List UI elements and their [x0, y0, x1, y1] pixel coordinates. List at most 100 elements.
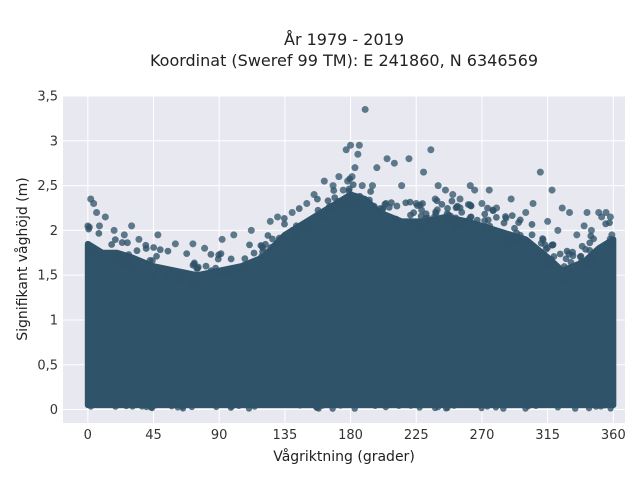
edge-point — [124, 255, 132, 263]
edge-point — [466, 201, 474, 209]
edge-point — [479, 229, 486, 237]
edge-point — [229, 400, 236, 408]
edge-point — [451, 224, 459, 232]
edge-point — [165, 275, 173, 283]
edge-point — [213, 403, 220, 411]
y-axis-label: Signifikant våghöjd (m) — [14, 177, 31, 340]
edge-point — [224, 269, 232, 277]
edge-point — [259, 244, 267, 252]
edge-point — [433, 206, 441, 214]
edge-point — [129, 264, 136, 272]
chart-subtitle: Koordinat (Sweref 99 TM): E 241860, N 63… — [150, 51, 538, 70]
edge-point — [370, 202, 378, 210]
edge-point — [309, 215, 317, 223]
chart-title: År 1979 - 2019 — [284, 30, 404, 49]
edge-point — [578, 257, 585, 265]
edge-point — [164, 247, 172, 255]
edge-point — [301, 227, 309, 234]
scatter-point — [431, 195, 439, 203]
edge-point — [212, 264, 220, 272]
edge-point — [193, 265, 201, 272]
edge-point — [470, 220, 478, 228]
edge-point — [324, 197, 332, 205]
scatter-point — [361, 105, 369, 113]
edge-point — [607, 401, 615, 408]
scatter-point — [383, 155, 391, 163]
edge-point — [473, 398, 480, 406]
edge-point — [264, 232, 272, 239]
edge-point — [272, 398, 280, 405]
scatter-point — [95, 222, 103, 230]
edge-point — [460, 400, 468, 407]
scatter-point — [373, 164, 381, 172]
edge-point — [408, 221, 416, 229]
edge-point — [150, 272, 158, 280]
edge-point — [565, 250, 573, 258]
edge-point — [216, 271, 224, 278]
edge-point — [577, 252, 585, 260]
edge-point — [344, 200, 352, 207]
edge-point — [484, 216, 492, 224]
edge-point — [356, 192, 364, 200]
edge-point — [372, 399, 379, 406]
edge-point — [560, 276, 568, 283]
edge-point — [246, 241, 253, 249]
scatter-point — [274, 213, 282, 221]
edge-point — [585, 400, 592, 408]
edge-point — [398, 225, 406, 233]
scatter-point — [529, 200, 537, 208]
edge-point — [210, 398, 217, 405]
edge-point — [544, 244, 551, 252]
edge-point — [314, 206, 322, 214]
edge-point — [538, 254, 546, 262]
dense-point-band — [84, 191, 617, 409]
edge-point — [275, 234, 283, 242]
edge-point — [164, 267, 172, 275]
edge-point — [188, 403, 196, 411]
scatter-point — [342, 146, 350, 154]
scatter-point — [583, 208, 591, 216]
edge-point — [448, 197, 456, 205]
edge-point — [168, 403, 175, 410]
edge-point — [462, 223, 470, 231]
scatter-point — [544, 217, 552, 225]
edge-point — [85, 225, 93, 233]
scatter-point — [358, 182, 366, 190]
edge-point — [367, 188, 375, 195]
edge-point — [515, 219, 523, 227]
edge-point — [513, 229, 521, 237]
scatter-point — [602, 208, 610, 216]
edge-point — [187, 280, 194, 288]
scatter-point — [412, 200, 420, 208]
edge-point — [115, 401, 122, 409]
x-axis-label: Vågriktning (grader) — [273, 448, 415, 465]
scatter-point — [390, 159, 398, 167]
edge-point — [293, 231, 301, 238]
edge-point — [528, 221, 536, 228]
edge-point — [119, 259, 127, 267]
scatter-point — [485, 186, 493, 194]
scatter-point — [335, 173, 343, 181]
edge-point — [147, 403, 154, 411]
edge-point — [174, 404, 181, 411]
edge-point — [538, 400, 545, 408]
edge-point — [334, 198, 342, 205]
edge-point — [448, 401, 455, 408]
edge-point — [235, 402, 243, 409]
edge-point — [281, 220, 288, 228]
edge-point — [245, 405, 253, 412]
edge-point — [227, 255, 235, 263]
edge-point — [337, 402, 344, 409]
edge-point — [270, 242, 278, 250]
scatter-point — [405, 155, 413, 163]
edge-point — [207, 250, 215, 258]
edge-point — [592, 403, 600, 410]
edge-point — [455, 398, 463, 405]
edge-point — [301, 220, 309, 227]
scatter-point — [347, 141, 355, 149]
edge-point — [288, 226, 296, 234]
x-tick-label: 315 — [535, 428, 560, 443]
edge-point — [532, 402, 540, 409]
scatter-point — [471, 186, 479, 194]
edge-point — [351, 405, 358, 412]
